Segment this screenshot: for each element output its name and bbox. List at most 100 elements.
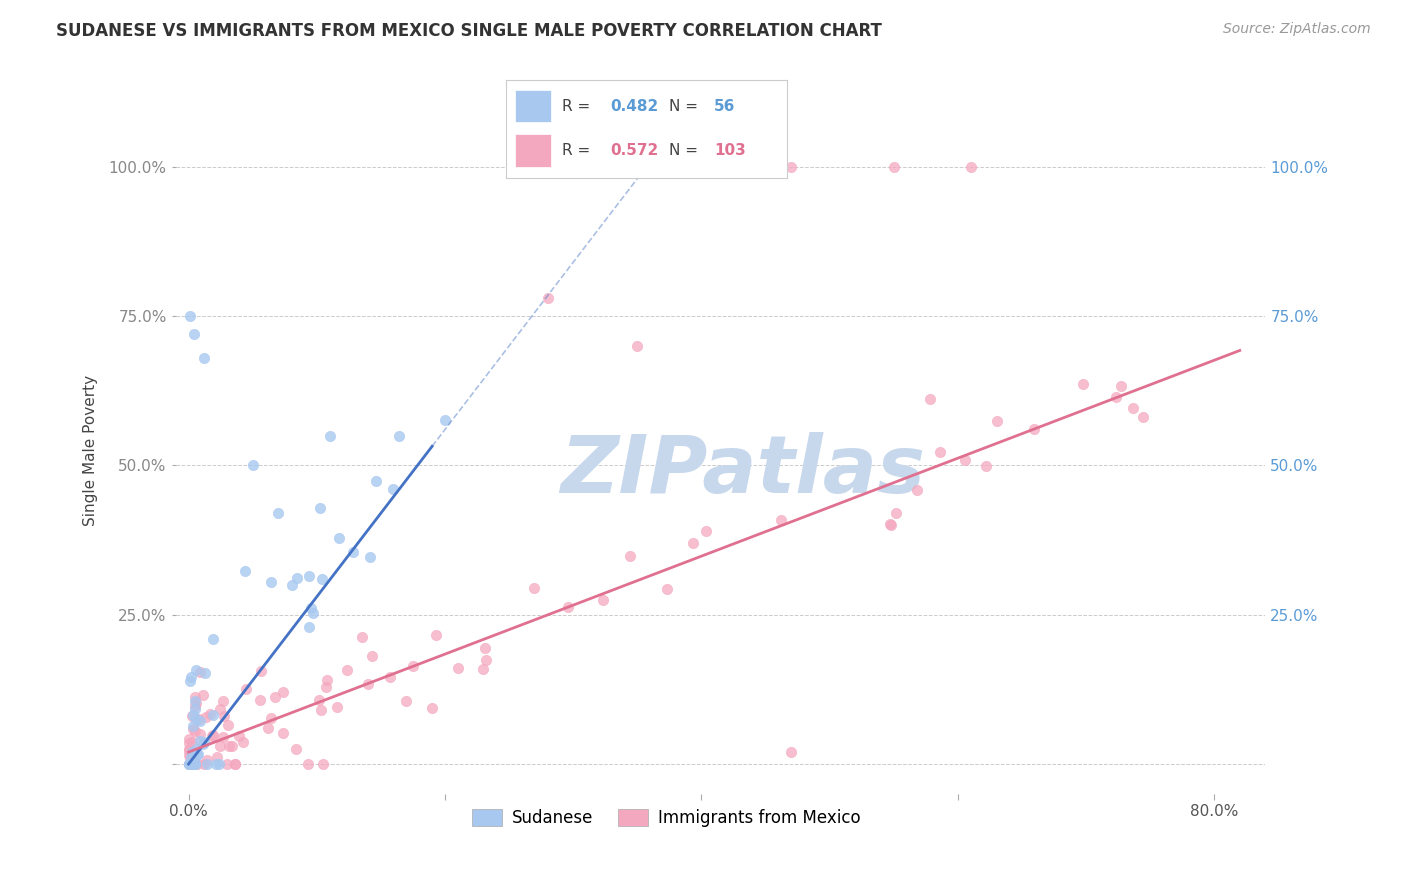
Text: 103: 103 [714, 143, 747, 158]
Point [180, 757, 202, 772]
Point [883, 160, 905, 174]
Point [250, 665, 273, 679]
Point [1022, 422, 1045, 436]
Text: N =: N = [669, 143, 703, 158]
Point [342, 545, 364, 559]
Point [352, 630, 374, 644]
Point [184, 742, 207, 756]
Point [180, 757, 202, 772]
Text: 0.572: 0.572 [610, 143, 658, 158]
Point [592, 592, 614, 607]
Point [929, 445, 952, 459]
Point [193, 735, 215, 749]
Point [420, 701, 443, 715]
Bar [515, 134, 551, 167]
Point [183, 756, 205, 771]
Point [1071, 376, 1094, 391]
Point [281, 578, 304, 592]
Point [682, 536, 704, 550]
Point [388, 428, 411, 442]
Point [655, 582, 678, 596]
Point [905, 483, 928, 497]
Point [179, 757, 201, 772]
Point [181, 735, 204, 749]
Point [198, 706, 221, 721]
Point [619, 549, 641, 563]
Point [986, 414, 1008, 428]
Point [401, 659, 423, 673]
Point [194, 666, 217, 681]
Point [271, 685, 294, 699]
Point [770, 513, 793, 527]
Point [1111, 378, 1133, 392]
Text: 0.482: 0.482 [610, 99, 658, 114]
Point [177, 757, 200, 772]
Point [208, 757, 231, 772]
Point [447, 661, 470, 675]
Point [284, 741, 307, 756]
Point [209, 701, 232, 715]
Point [177, 732, 200, 747]
Point [184, 693, 207, 707]
Bar [515, 90, 551, 122]
Point [318, 428, 340, 442]
Point [326, 699, 349, 714]
Point [336, 664, 359, 678]
Point [188, 714, 211, 729]
Point [880, 517, 903, 532]
Point [186, 697, 208, 711]
Point [425, 628, 447, 642]
Point [183, 724, 205, 739]
Point [309, 703, 332, 717]
Point [186, 747, 208, 762]
Point [232, 735, 254, 749]
Point [260, 710, 283, 724]
Point [183, 707, 205, 722]
Point [267, 506, 290, 520]
Point [179, 750, 201, 764]
Point [224, 757, 246, 772]
Text: 56: 56 [714, 99, 735, 114]
Point [780, 160, 803, 174]
Point [955, 452, 977, 467]
Point [190, 727, 212, 741]
Point [180, 670, 202, 684]
Point [202, 632, 225, 646]
Text: R =: R = [562, 143, 596, 158]
Point [359, 549, 381, 564]
Point [315, 680, 337, 694]
Point [184, 712, 207, 726]
Point [382, 482, 405, 496]
Text: R =: R = [562, 99, 596, 114]
Legend: Sudanese, Immigrants from Mexico: Sudanese, Immigrants from Mexico [465, 802, 868, 834]
Point [1104, 390, 1126, 404]
Point [316, 673, 339, 687]
Point [433, 413, 456, 427]
Point [209, 739, 232, 753]
Point [378, 670, 401, 684]
Point [271, 725, 294, 739]
Point [211, 694, 233, 708]
Point [879, 516, 901, 531]
Point [1122, 401, 1144, 415]
Point [217, 757, 239, 772]
Point [233, 564, 256, 578]
Point [249, 693, 271, 707]
Point [285, 571, 308, 585]
Text: ZIPatlas: ZIPatlas [560, 432, 925, 510]
Point [180, 757, 202, 772]
Point [256, 721, 278, 735]
Point [311, 572, 333, 586]
Point [195, 757, 218, 772]
Point [308, 692, 330, 706]
Point [184, 757, 207, 772]
Point [780, 745, 803, 759]
Point [884, 506, 907, 520]
Point [523, 581, 546, 595]
Point [218, 739, 240, 753]
Point [186, 663, 208, 677]
Text: N =: N = [669, 99, 703, 114]
Point [184, 701, 207, 715]
Point [221, 739, 243, 753]
Point [475, 653, 498, 667]
